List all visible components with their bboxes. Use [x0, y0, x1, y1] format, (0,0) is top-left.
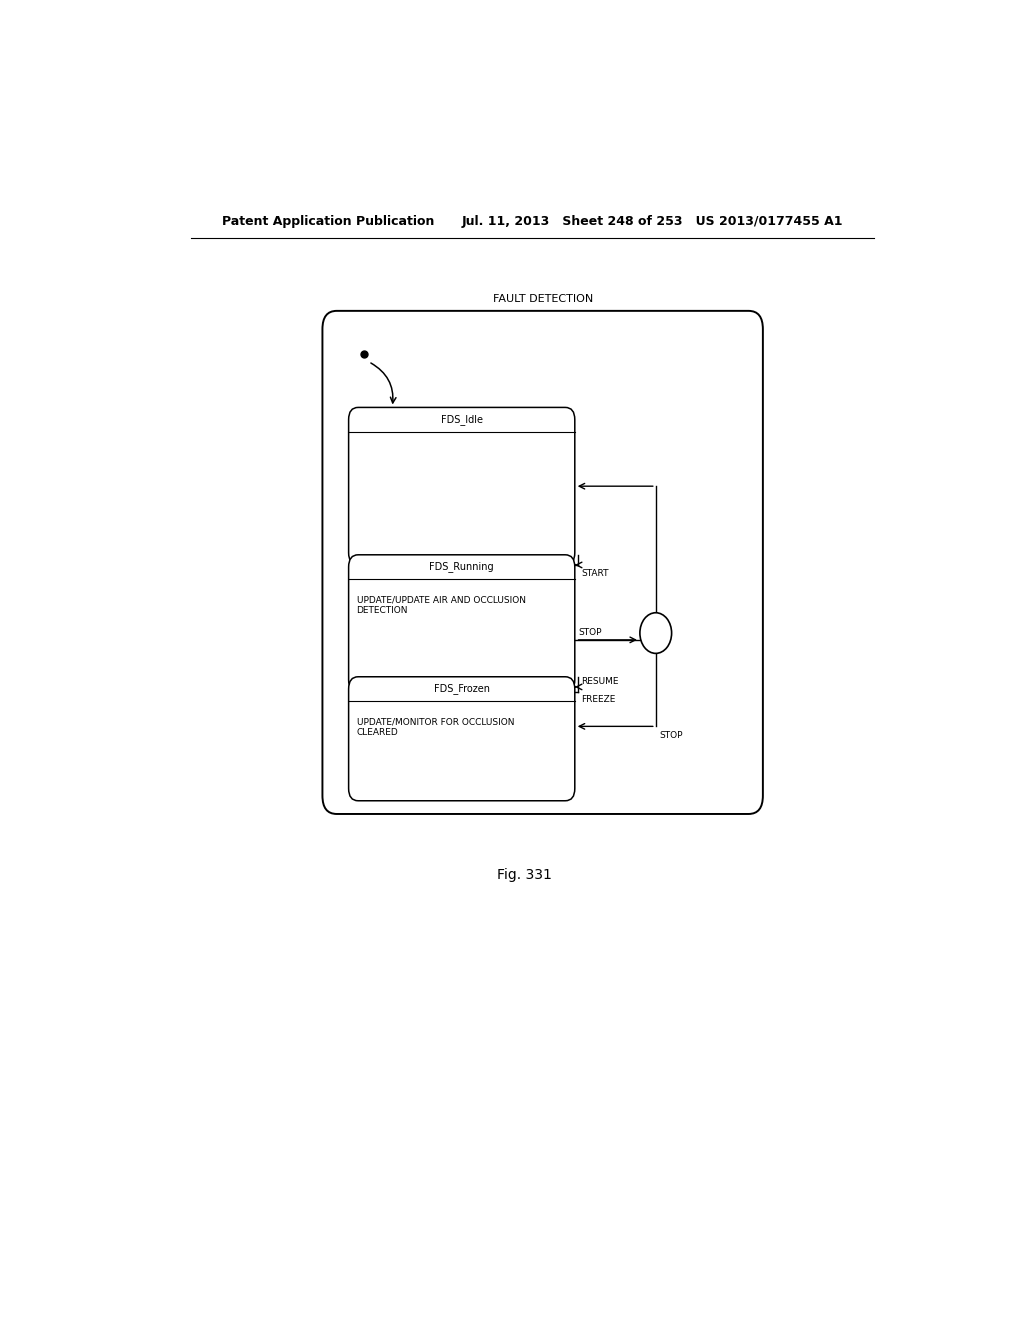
Text: Fig. 331: Fig. 331	[498, 869, 552, 882]
Text: FDS_Frozen: FDS_Frozen	[434, 684, 489, 694]
Text: Jul. 11, 2013   Sheet 248 of 253   US 2013/0177455 A1: Jul. 11, 2013 Sheet 248 of 253 US 2013/0…	[461, 215, 843, 228]
Text: STOP: STOP	[658, 731, 682, 741]
Text: FDS_Idle: FDS_Idle	[440, 414, 482, 425]
Text: FAULT DETECTION: FAULT DETECTION	[493, 294, 593, 304]
FancyBboxPatch shape	[348, 408, 574, 565]
FancyBboxPatch shape	[348, 677, 574, 801]
Text: Patent Application Publication: Patent Application Publication	[221, 215, 434, 228]
FancyBboxPatch shape	[323, 312, 763, 814]
Text: FDS_Running: FDS_Running	[429, 561, 494, 573]
FancyBboxPatch shape	[348, 554, 574, 692]
Text: UPDATE/MONITOR FOR OCCLUSION
CLEARED: UPDATE/MONITOR FOR OCCLUSION CLEARED	[356, 718, 514, 737]
Text: FREEZE: FREEZE	[582, 696, 615, 704]
Text: RESUME: RESUME	[582, 677, 618, 686]
Text: UPDATE/UPDATE AIR AND OCCLUSION
DETECTION: UPDATE/UPDATE AIR AND OCCLUSION DETECTIO…	[356, 595, 525, 615]
Text: START: START	[582, 569, 608, 578]
Text: STOP: STOP	[578, 628, 601, 636]
Circle shape	[640, 612, 672, 653]
